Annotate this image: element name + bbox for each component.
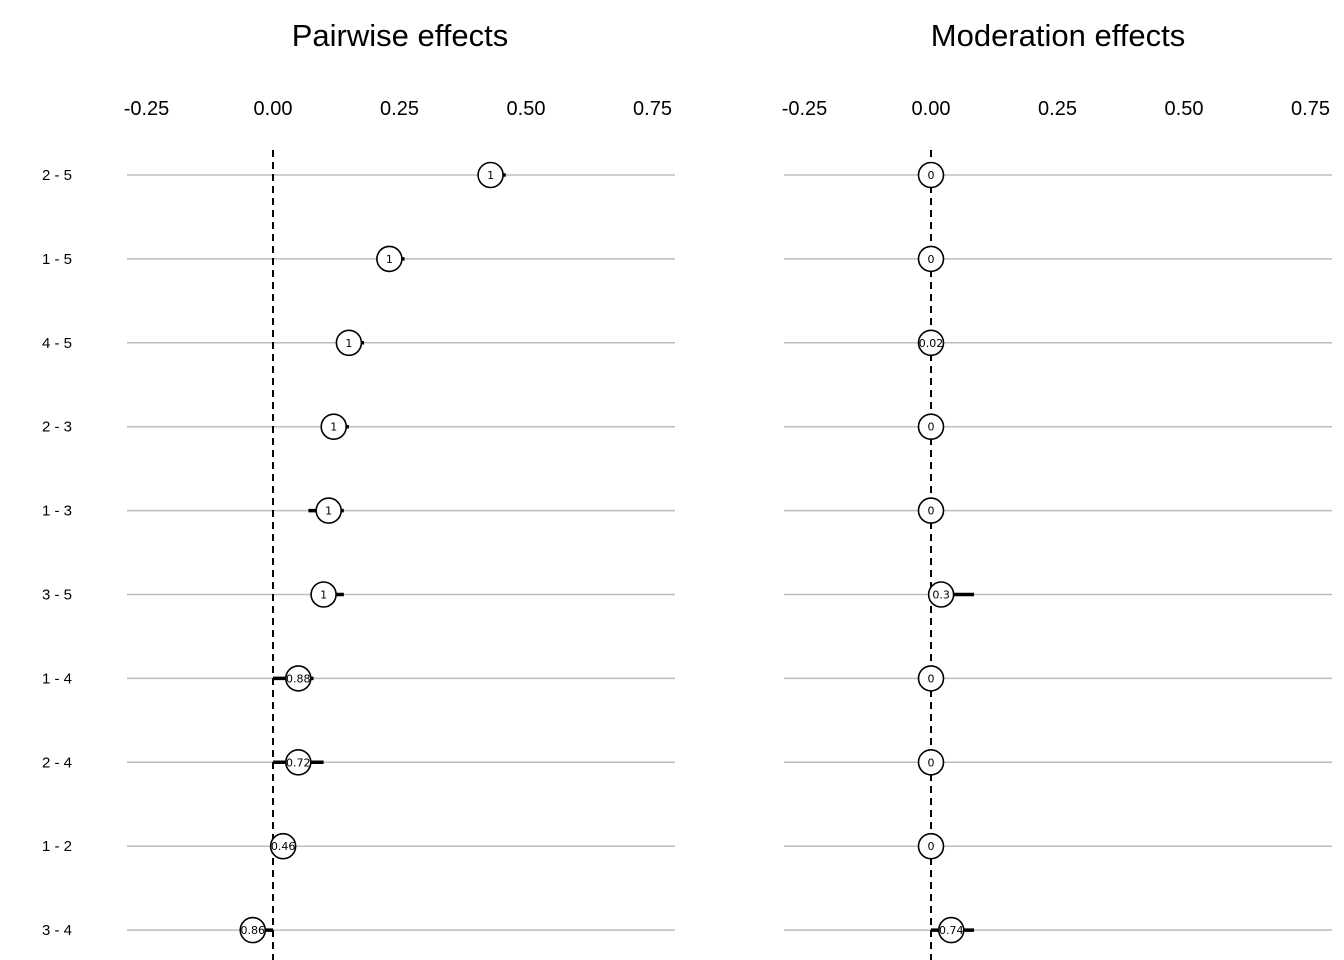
point-marker: [284, 748, 312, 776]
pairwise-effects-panel: Pairwise effects -0.25 0.00 0.25 0.50 0.75 2 …: [42, 18, 675, 960]
point-marker: [917, 665, 945, 692]
point-label: 0: [928, 169, 935, 182]
point-marker: [269, 832, 297, 860]
point-marker: [320, 413, 348, 441]
row-label: 4 - 5: [42, 335, 72, 352]
point-label: 0.88: [286, 672, 311, 685]
point-marker: [917, 161, 945, 189]
point-label: 0: [928, 840, 935, 853]
row-label: 2 - 4: [42, 754, 72, 771]
moderation-effects-panel: Moderation effects -0.25 0.00 0.25 0.50 0.75…: [782, 18, 1332, 960]
panel-title: Moderation effects: [931, 18, 1185, 53]
row-label: 3 - 4: [42, 922, 72, 939]
x-tick-label: 0.50: [507, 98, 546, 120]
x-tick-label: 0.00: [254, 98, 293, 120]
row-label: 1 - 3: [42, 503, 72, 520]
point-marker: [917, 832, 945, 860]
point-label: 0.72: [286, 756, 311, 769]
x-tick-label: 0.25: [380, 98, 419, 120]
row-label: 2 - 3: [42, 419, 72, 436]
point-label: 0.86: [241, 924, 266, 937]
x-tick-label: 0.50: [1165, 98, 1204, 120]
panel-title: Pairwise effects: [292, 18, 509, 53]
point-label: 0.02: [919, 337, 944, 350]
point-marker: [310, 581, 337, 608]
row-label: 2 - 5: [42, 167, 72, 184]
point-marker: [927, 581, 955, 608]
point-label: 1: [345, 337, 352, 350]
point-marker: [376, 245, 403, 273]
point-label: 1: [325, 505, 332, 518]
x-tick-label: -0.25: [782, 98, 828, 120]
point-label: 1: [386, 253, 393, 266]
point-marker: [917, 497, 945, 524]
point-label: 1: [320, 589, 327, 602]
point-marker: [917, 245, 945, 273]
point-label: 1: [487, 169, 494, 182]
row-label: 3 - 5: [42, 587, 72, 604]
point-label: 0: [928, 672, 935, 685]
point-marker: [335, 329, 363, 357]
point-label: 0: [928, 253, 935, 266]
point-label: 0.74: [939, 924, 964, 937]
row-label: 1 - 2: [42, 838, 72, 855]
point-label: 0: [928, 756, 935, 769]
point-marker: [937, 916, 965, 944]
point-label: 0: [928, 505, 935, 518]
point-label: 0.3: [932, 589, 950, 602]
point-marker: [917, 748, 945, 776]
point-label: 1: [330, 421, 337, 434]
point-marker: [315, 497, 342, 524]
x-tick-label: 0.00: [912, 98, 951, 120]
x-tick-label: 0.75: [1291, 98, 1330, 120]
point-marker: [917, 329, 945, 357]
point-marker: [239, 916, 267, 944]
row-label: 1 - 5: [42, 251, 72, 268]
point-marker: [917, 413, 945, 441]
point-marker: [284, 665, 312, 692]
point-label: 0: [928, 421, 935, 434]
x-tick-label: -0.25: [124, 98, 170, 120]
point-marker: [477, 161, 504, 189]
x-tick-label: 0.25: [1038, 98, 1077, 120]
row-label: 1 - 4: [42, 670, 72, 687]
x-tick-label: 0.75: [633, 98, 672, 120]
point-label: 0.46: [271, 840, 296, 853]
